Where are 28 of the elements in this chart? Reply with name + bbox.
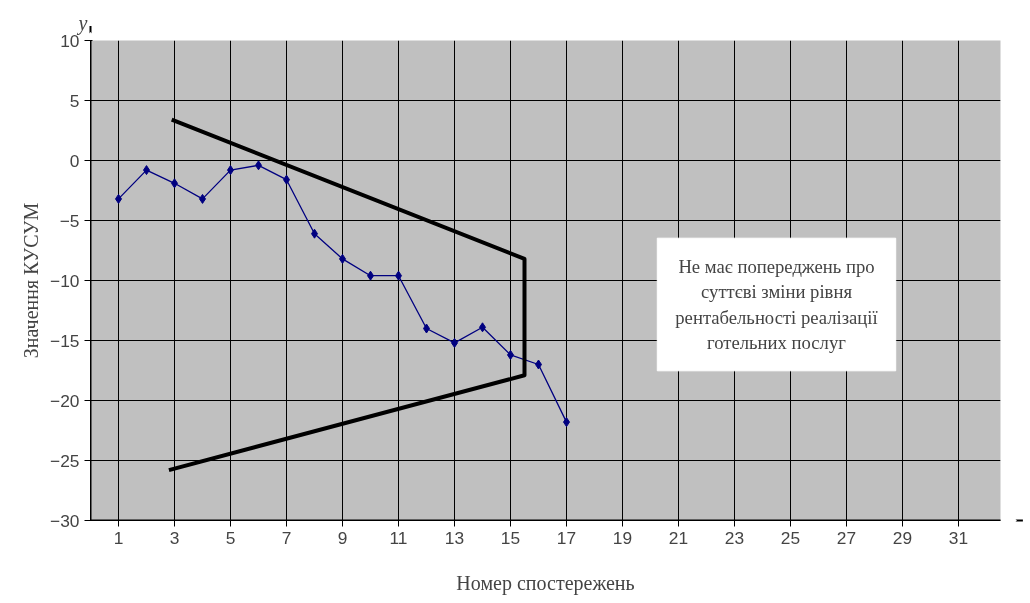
- y-tick-label: −15: [50, 330, 80, 351]
- x-tick-label: 21: [668, 527, 689, 548]
- x-tick-label: 7: [281, 527, 292, 548]
- x-tick-label: 29: [892, 527, 913, 548]
- x-tick-label: 31: [948, 527, 969, 548]
- x-tick-label: 23: [724, 527, 745, 548]
- x-tick-label: 19: [612, 527, 633, 548]
- y-tick-label: −30: [50, 510, 80, 531]
- y-tick-label: −10: [50, 270, 80, 291]
- y-axis-title: Значення КУСУМ: [20, 202, 43, 359]
- x-tick-label: 27: [836, 527, 857, 548]
- y-tick-label: −20: [50, 390, 80, 411]
- x-tick-label: 1: [113, 527, 124, 548]
- y-tick-label: 5: [69, 90, 80, 111]
- y-tick-label: −25: [50, 450, 80, 471]
- x-tick-label: 11: [389, 527, 408, 548]
- x-axis-title: Номер спостережень: [456, 571, 635, 595]
- x-tick-label: 25: [780, 527, 801, 548]
- x-tick-label: 13: [444, 527, 465, 548]
- x-tick-label: 5: [225, 527, 236, 548]
- y-tick-label: −5: [59, 210, 80, 231]
- x-tick-label: 9: [337, 527, 348, 548]
- annotation: Не має попереджень про суттєві зміни рівня рентабельності реалізації готельних послуг: [675, 256, 879, 353]
- x-tick-label: 3: [169, 527, 180, 548]
- x-tick-label: 17: [556, 527, 577, 548]
- y-tick-label: 0: [69, 150, 80, 171]
- text: y: [76, 11, 88, 35]
- x-tick-label: 15: [500, 527, 521, 548]
